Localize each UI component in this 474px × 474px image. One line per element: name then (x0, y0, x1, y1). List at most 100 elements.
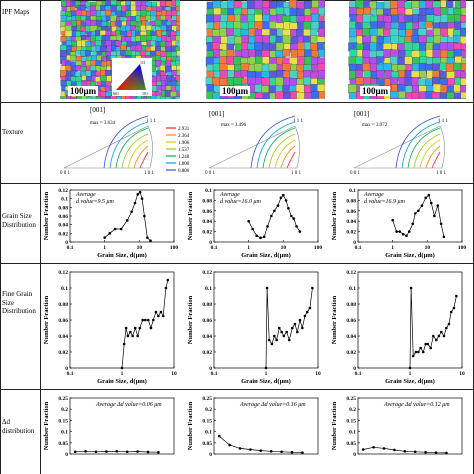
grain-cell (432, 49, 441, 58)
grain-cell (391, 14, 399, 23)
data-point (277, 326, 281, 330)
grain-cell (105, 96, 113, 99)
grain-cell (233, 1, 242, 9)
grain-cell (311, 13, 320, 23)
data-point (455, 294, 458, 298)
y-tick-label: 0 (209, 366, 212, 372)
data-point (434, 338, 438, 342)
grain-cell (418, 63, 427, 71)
texture-contour (419, 139, 441, 169)
grain-cell (411, 35, 420, 44)
chart-annotation: Average Δd value=0.16 μm (239, 402, 306, 408)
grain-cell (227, 97, 237, 99)
grain-cell (220, 1, 229, 10)
texture-contour (121, 133, 149, 169)
y-tick-label: 0.15 (202, 418, 212, 424)
grain-cell (460, 63, 466, 71)
grain-cell (227, 0, 235, 8)
y-tick-label: 0.12 (346, 270, 356, 276)
texture-contour (268, 133, 296, 169)
grain-cell (261, 64, 271, 73)
grain-cell (317, 84, 325, 93)
texture-contour (413, 133, 441, 169)
texture-panel: [001] max = 3.072 1 1 1 0 0 1 1 0 1 (350, 110, 449, 176)
grain-cell (213, 14, 222, 23)
data-point (411, 354, 415, 358)
data-point (391, 218, 394, 222)
row-label-text: Fine Grain (2, 290, 33, 298)
ipf-map (205, 0, 325, 99)
chart-annotation: Average (75, 192, 96, 198)
data-point (287, 206, 290, 210)
grain-cell (460, 78, 466, 86)
data-point (424, 196, 428, 200)
grain-cell (176, 69, 180, 78)
data-point (126, 219, 129, 222)
grain-cell (100, 96, 109, 99)
grain-cell (404, 42, 414, 52)
data-point (138, 190, 142, 194)
grain-cell (411, 0, 420, 9)
grain-cell (81, 10, 87, 17)
grain-cell (460, 91, 466, 99)
grain-cell (439, 62, 447, 71)
texture-plane-label: [001] (209, 110, 224, 118)
x-tick-label: 1 (247, 245, 250, 251)
data-point (103, 236, 106, 239)
ipf-key-label: 101 (142, 91, 148, 96)
grain-cell (85, 41, 92, 47)
texture-corner-label: 1 1 1 (438, 119, 449, 124)
grain-cell (206, 21, 215, 30)
x-tick-label: 10 (425, 245, 431, 251)
grain-cell (227, 70, 235, 78)
grain-cell (309, 28, 318, 37)
grain-cell (397, 6, 406, 15)
y-tick-label: 0.15 (346, 418, 356, 424)
grain-cell (255, 56, 263, 64)
grain-cell (324, 49, 325, 58)
grain-cell (432, 0, 441, 9)
data-point (270, 214, 273, 218)
grain-cell (348, 84, 357, 93)
grain-cell (75, 50, 81, 56)
data-point (164, 286, 168, 290)
grain-cell (404, 70, 412, 78)
grain-cell (165, 85, 172, 91)
grain-cell (390, 98, 399, 99)
y-axis-label: Number Fraction (43, 191, 50, 240)
x-tick-label: 100 (458, 245, 467, 251)
data-point (280, 450, 283, 454)
grain-cell (150, 10, 157, 17)
grain-cell (116, 96, 125, 99)
data-point (130, 210, 133, 213)
texture-legend-value: 2.364 (178, 134, 190, 139)
data-point (146, 318, 150, 322)
grain-cell (91, 45, 97, 52)
texture-panel: [001] max = 3.496 1 1 1 0 0 1 1 0 1 (205, 110, 304, 176)
grain-cell (240, 70, 248, 78)
y-tick-label: 0.1 (61, 286, 68, 292)
data-point (276, 204, 280, 207)
y-tick-label: 0.1 (205, 430, 212, 436)
y-tick-label: 0.12 (202, 270, 212, 276)
grain-cell (424, 20, 433, 29)
data-point (440, 330, 443, 334)
data-point (437, 334, 441, 338)
data-point (298, 230, 302, 233)
grain-cell (160, 15, 166, 21)
grain-cell (60, 80, 67, 87)
delta-d-chart: 0 0.05 0.1 0.15 0.2 0.25 Number Fraction Averag… (43, 396, 175, 458)
x-tick-label: 10 (281, 245, 287, 251)
data-point (122, 342, 126, 346)
grain-cell (110, 4, 118, 12)
data-point (154, 310, 158, 314)
grain-cell (275, 91, 284, 99)
x-axis-label: Grain Size, d(μm) (241, 378, 291, 385)
grain-cell (248, 98, 256, 99)
data-point (259, 236, 262, 240)
data-point (113, 227, 117, 231)
grain-cell (176, 81, 180, 89)
grain-cell (453, 84, 462, 92)
data-point (161, 314, 165, 318)
x-tick-label: 100 (170, 245, 179, 251)
